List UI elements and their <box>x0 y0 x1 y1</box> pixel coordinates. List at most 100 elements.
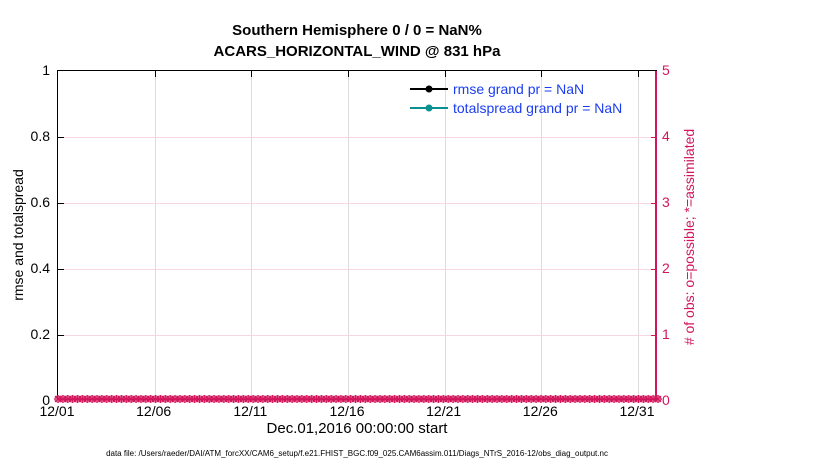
obs-possible-marker <box>356 395 365 403</box>
obs-possible-marker <box>264 395 272 403</box>
obs-assimilated-markers <box>54 395 662 403</box>
right-axis-tick <box>651 137 657 138</box>
left-y-tick-label: 1 <box>42 62 50 78</box>
obs-possible-marker <box>283 395 291 403</box>
obs-possible-marker <box>278 395 286 403</box>
obs-possible-marker <box>430 395 438 403</box>
obs-possible-marker <box>244 395 252 403</box>
obs-possible-marker <box>454 395 462 403</box>
legend-marker-dot <box>425 85 433 93</box>
left-axis-tick <box>58 203 64 204</box>
obs-possible-marker <box>176 395 184 403</box>
horizontal-gridline <box>58 203 657 204</box>
obs-possible-marker <box>434 395 443 403</box>
obs-possible-marker <box>444 395 452 403</box>
obs-possible-marker <box>381 395 389 403</box>
obs-possible-marker <box>59 395 67 403</box>
left-y-tick-label: 0.4 <box>30 260 50 276</box>
right-y-tick-label: 3 <box>662 194 670 210</box>
left-y-tick-label: 0.8 <box>30 128 50 144</box>
legend: rmse grand pr = NaN totalspread grand pr … <box>410 80 622 117</box>
obs-count-zero-markers <box>54 395 662 403</box>
obs-possible-marker <box>644 395 652 403</box>
obs-possible-marker <box>420 395 428 403</box>
obs-possible-marker <box>439 395 447 403</box>
right-y-axis-label: # of obs: o=possible; *=assimilated <box>681 128 697 346</box>
obs-possible-marker <box>122 395 130 403</box>
obs-possible-marker <box>303 395 311 403</box>
obs-possible-marker <box>576 395 584 403</box>
obs-possible-marker <box>464 395 472 403</box>
left-axis-tick <box>58 335 64 336</box>
obs-possible-marker <box>581 395 589 403</box>
obs-possible-marker <box>610 395 618 403</box>
obs-possible-marker <box>88 395 96 403</box>
obs-possible-marker <box>337 395 345 403</box>
obs-possible-marker <box>630 395 638 403</box>
vertical-gridline <box>154 71 156 399</box>
obs-possible-marker <box>112 395 121 403</box>
left-axis-tick <box>58 137 64 138</box>
obs-possible-marker <box>117 395 126 403</box>
obs-possible-marker <box>200 395 208 403</box>
x-tick-label: 12/31 <box>619 403 655 419</box>
right-axis-spine <box>655 71 657 399</box>
obs-possible-marker <box>225 395 233 403</box>
obs-possible-marker <box>361 395 369 403</box>
obs-possible-marker <box>498 395 506 403</box>
vertical-gridline <box>444 71 446 399</box>
legend-entry: rmse grand pr = NaN <box>410 80 622 98</box>
obs-possible-marker <box>186 395 194 403</box>
horizontal-gridline <box>58 137 657 138</box>
obs-possible-marker <box>566 395 574 403</box>
top-axis-tick <box>541 71 543 77</box>
obs-possible-marker <box>98 395 106 403</box>
obs-possible-marker <box>542 395 550 403</box>
obs-possible-marker <box>220 395 228 403</box>
obs-possible-marker <box>478 395 486 403</box>
top-axis-tick <box>444 71 446 77</box>
obs-possible-marker <box>73 395 82 403</box>
obs-possible-marker <box>600 395 608 403</box>
obs-possible-marker <box>595 395 604 403</box>
obs-possible-marker <box>371 395 379 403</box>
obs-possible-marker <box>312 395 321 403</box>
horizontal-gridline <box>58 269 657 270</box>
obs-possible-marker <box>634 395 643 403</box>
obs-possible-marker <box>132 395 140 403</box>
plot-area: rmse grand pr = NaN totalspread grand pr … <box>54 70 662 403</box>
obs-possible-marker <box>215 395 223 403</box>
obs-possible-marker <box>615 395 623 403</box>
obs-possible-marker <box>69 395 77 403</box>
obs-possible-marker <box>493 395 501 403</box>
obs-possible-marker <box>620 395 628 403</box>
x-tick-label: 12/21 <box>426 403 462 419</box>
obs-possible-marker <box>171 395 179 403</box>
top-axis-tick <box>348 71 349 77</box>
right-y-tick-label: 0 <box>662 392 670 408</box>
obs-possible-marker <box>386 395 394 403</box>
obs-possible-marker <box>332 395 340 403</box>
obs-possible-marker <box>561 395 569 403</box>
obs-possible-marker <box>347 395 355 403</box>
chart-subtitle: ACARS_HORIZONTAL_WIND @ 831 hPa <box>213 43 501 60</box>
vertical-gridline <box>251 71 253 399</box>
chart-title: Southern Hemisphere 0 / 0 = NaN% <box>232 22 482 39</box>
obs-possible-marker <box>195 395 204 403</box>
obs-possible-marker <box>625 395 633 403</box>
obs-possible-marker <box>288 395 296 403</box>
obs-possible-marker <box>205 395 213 403</box>
obs-possible-marker <box>590 395 599 403</box>
top-axis-tick <box>638 71 639 77</box>
obs-possible-marker <box>527 395 535 403</box>
right-axis-tick <box>651 203 657 204</box>
obs-possible-marker <box>503 395 511 403</box>
obs-possible-marker <box>469 395 477 403</box>
right-y-tick-label: 2 <box>662 260 670 276</box>
obs-possible-marker <box>473 395 482 403</box>
obs-possible-marker <box>425 395 433 403</box>
vertical-gridline <box>348 71 349 399</box>
obs-possible-marker <box>488 395 496 403</box>
obs-possible-marker <box>571 395 579 403</box>
right-y-tick-label: 5 <box>662 62 670 78</box>
